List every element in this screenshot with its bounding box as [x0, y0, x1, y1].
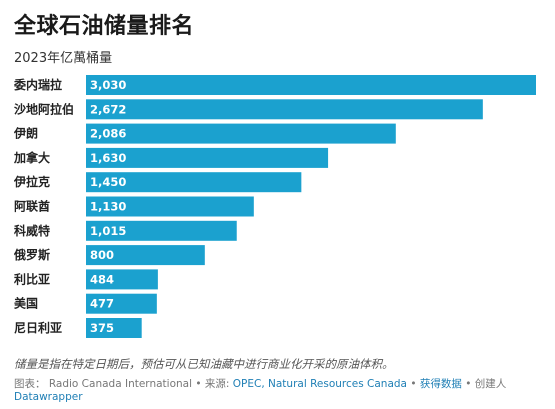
value-label: 1,130 — [90, 200, 126, 214]
footer-chart-label: 图表： — [14, 378, 46, 390]
bar[interactable] — [86, 318, 142, 338]
value-label: 3,030 — [90, 78, 126, 92]
get-data-link[interactable]: 获得数据 — [419, 378, 462, 390]
bar[interactable] — [86, 220, 237, 241]
category-label: 美国 — [14, 296, 38, 311]
value-label: 800 — [90, 248, 114, 262]
category-label: 加拿大 — [13, 150, 50, 165]
chart-subtitle: 2023年亿萬桶量 — [14, 51, 113, 66]
bar[interactable] — [86, 123, 396, 144]
value-label: 2,672 — [90, 102, 126, 116]
category-label: 沙地阿拉伯 — [14, 101, 74, 116]
value-label: 477 — [90, 297, 114, 311]
chart-note: 储量是指在特定日期后，预估可从已知油藏中进行商业化开采的原油体积。 — [14, 357, 394, 371]
footer-created-by: • 创建人 — [465, 378, 507, 390]
bar[interactable] — [86, 147, 329, 168]
value-label: 1,015 — [90, 224, 126, 238]
value-label: 1,450 — [90, 175, 126, 189]
footer-source-label: • 来源: — [195, 378, 230, 390]
category-label: 委内瑞拉 — [13, 77, 62, 92]
bar[interactable] — [86, 293, 157, 314]
bar[interactable] — [86, 172, 302, 193]
source-link[interactable]: OPEC, Natural Resources Canada — [232, 378, 407, 390]
category-label: 利比亚 — [14, 271, 50, 286]
bar[interactable] — [86, 269, 158, 290]
value-label: 375 — [90, 321, 114, 335]
bar[interactable] — [86, 196, 254, 217]
value-label: 1,630 — [90, 151, 126, 165]
chart-footer: 图表： Radio Canada International • 来源: OPE… — [14, 378, 544, 404]
footer-separator: • — [410, 378, 417, 390]
category-label: 俄罗斯 — [13, 247, 50, 262]
footer-author: Radio Canada International — [48, 378, 192, 390]
chart-title: 全球石油储量排名 — [14, 14, 195, 39]
category-label: 伊拉克 — [13, 174, 50, 189]
bar[interactable] — [86, 75, 536, 95]
category-label: 科威特 — [14, 223, 50, 238]
bar[interactable] — [86, 99, 483, 120]
value-label: 2,086 — [90, 127, 126, 141]
category-label: 尼日利亚 — [14, 320, 62, 335]
datawrapper-link[interactable]: Datawrapper — [14, 391, 83, 403]
value-label: 484 — [90, 272, 114, 286]
bar[interactable] — [86, 245, 205, 266]
category-label: 阿联酋 — [14, 199, 50, 214]
category-label: 伊朗 — [13, 126, 38, 141]
